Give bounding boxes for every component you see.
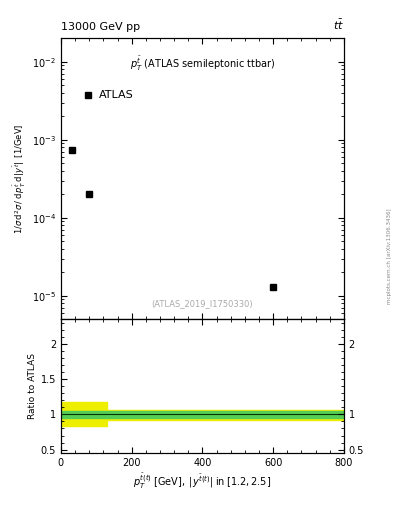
X-axis label: $p_T^{\bar{t}(t)}\;[\mathrm{GeV}],\;|y^{\bar{t}(t)}|\;\mathrm{in}\;[1.2,2.5]$: $p_T^{\bar{t}(t)}\;[\mathrm{GeV}],\;|y^{… (133, 472, 272, 492)
Text: mcplots.cern.ch [arXiv:1306.3436]: mcplots.cern.ch [arXiv:1306.3436] (387, 208, 392, 304)
Y-axis label: $1/\sigma\,\mathrm{d}^2\sigma\,/\,\mathrm{d}\,p_T^{\bar{t}}\,\mathrm{d}\,|y^{\ba: $1/\sigma\,\mathrm{d}^2\sigma\,/\,\mathr… (11, 124, 28, 234)
Text: $p_T^{\bar{t}}$ (ATLAS semileptonic ttbar): $p_T^{\bar{t}}$ (ATLAS semileptonic ttba… (130, 55, 275, 74)
Text: (ATLAS_2019_I1750330): (ATLAS_2019_I1750330) (152, 299, 253, 308)
Text: $t\bar{t}$: $t\bar{t}$ (333, 17, 344, 32)
Text: 13000 GeV pp: 13000 GeV pp (61, 22, 140, 32)
Y-axis label: Ratio to ATLAS: Ratio to ATLAS (28, 353, 37, 419)
Text: ATLAS: ATLAS (99, 90, 134, 100)
